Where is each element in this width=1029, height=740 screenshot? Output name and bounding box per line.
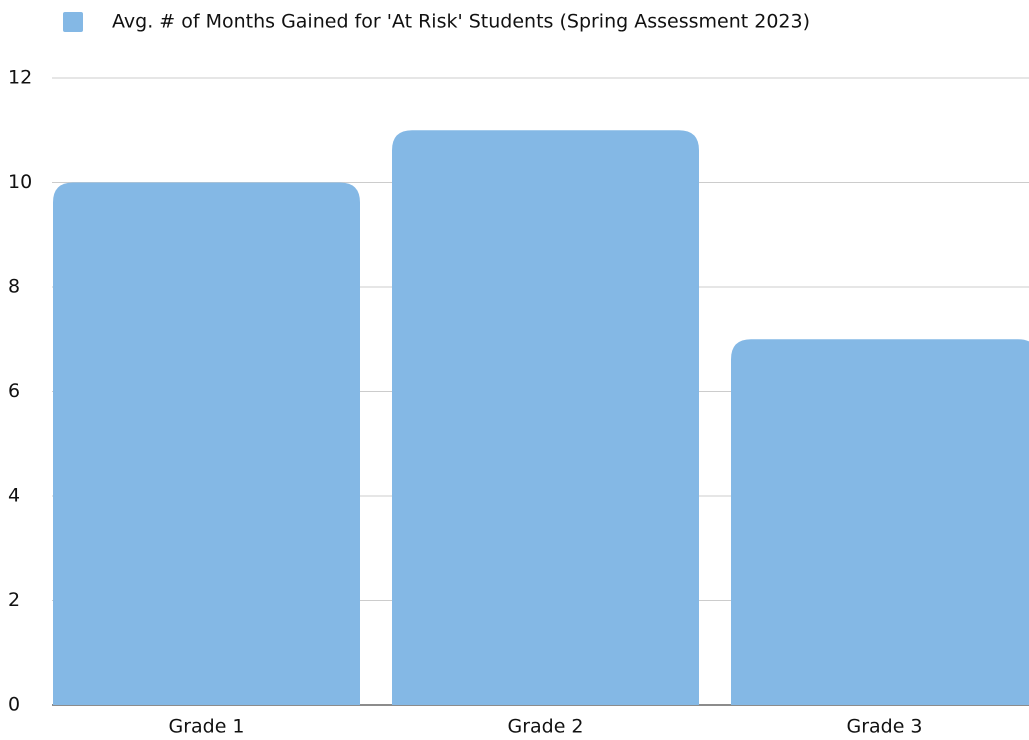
y-tick-label: 10 (8, 171, 32, 193)
y-tick-label: 2 (8, 589, 20, 611)
y-tick-label: 4 (8, 485, 20, 507)
y-tick-label: 12 (8, 67, 32, 89)
bar (731, 339, 1029, 705)
legend-label: Avg. # of Months Gained for 'At Risk' St… (112, 11, 810, 33)
bar (53, 182, 360, 705)
x-tick-label: Grade 2 (507, 716, 583, 738)
y-tick-label: 8 (8, 276, 20, 298)
legend-swatch (63, 12, 83, 32)
y-tick-label: 0 (8, 694, 20, 716)
x-tick-label: Grade 3 (846, 716, 922, 738)
x-tick-label: Grade 1 (168, 716, 244, 738)
y-tick-label: 6 (8, 380, 20, 402)
bar (392, 130, 699, 705)
